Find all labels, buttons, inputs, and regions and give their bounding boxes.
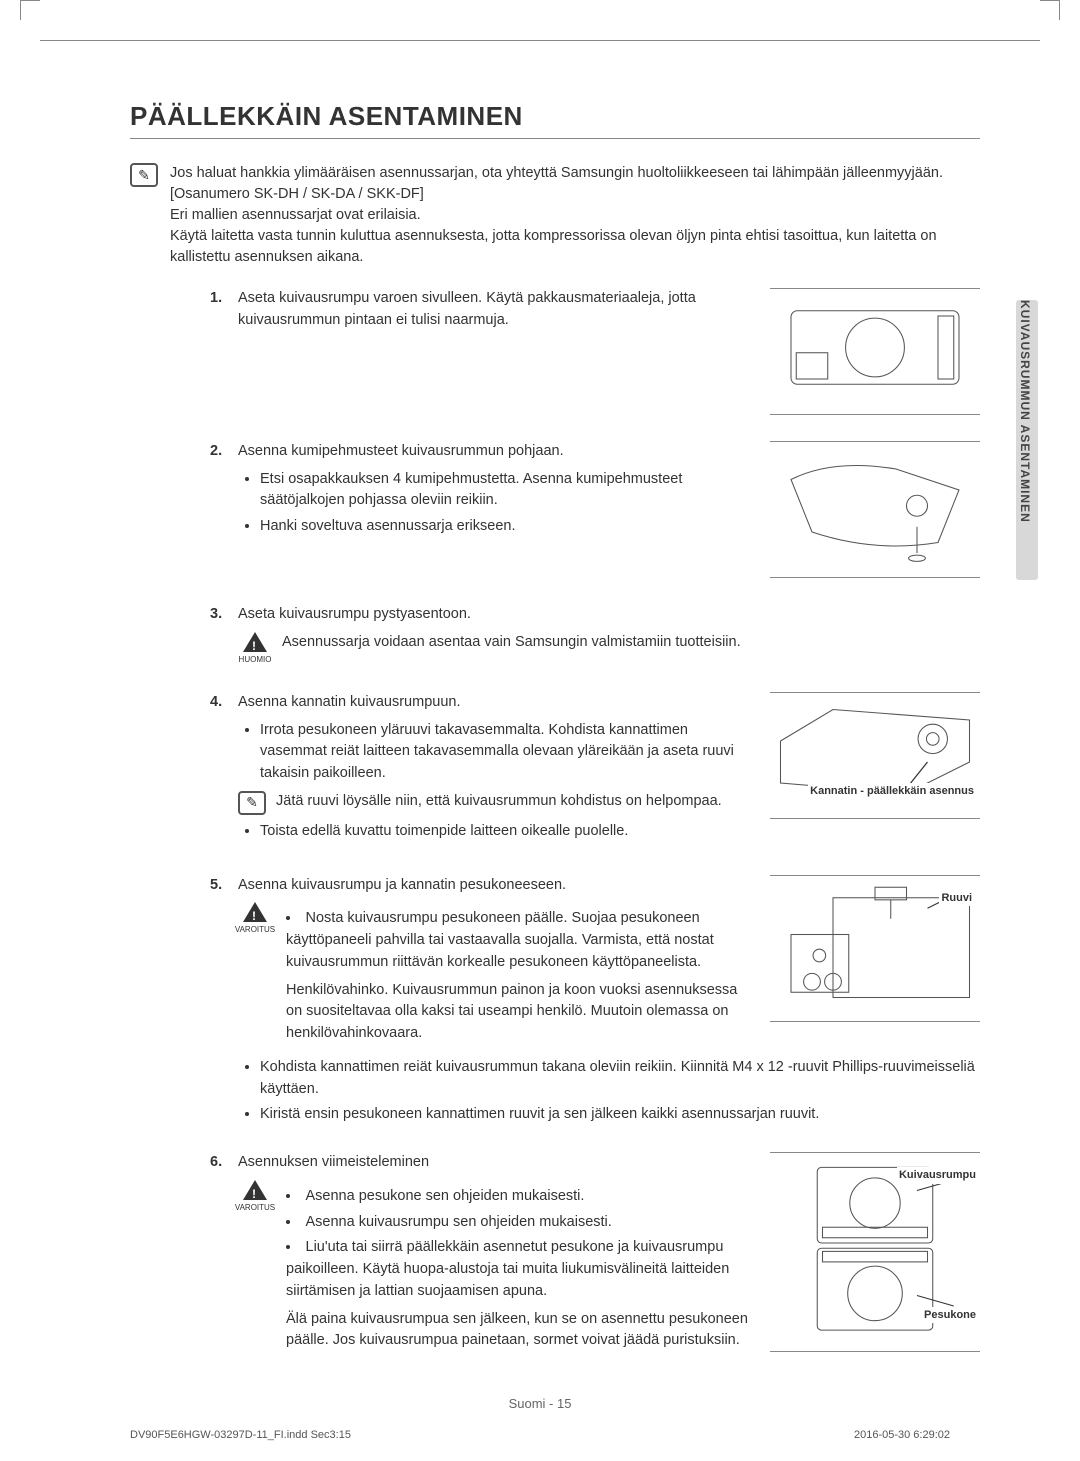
step-4-text: Asenna kannatin kuivausrumpuun. xyxy=(238,694,460,710)
step-2-text: Asenna kumipehmusteet kuivausrummun pohj… xyxy=(238,443,564,459)
step-6-varoitus-bullet-1: Asenna pesukone sen ohjeiden mukaisesti. xyxy=(286,1186,750,1208)
step-1: Aseta kuivausrumpu varoen sivulleen. Käy… xyxy=(210,288,980,415)
varoitus-label: VAROITUS xyxy=(235,924,275,936)
intro-text: Jos haluat hankkia ylimääräisen asennuss… xyxy=(170,163,980,268)
step-4-bullet-1: Irrota pesukoneen yläruuvi takavasemmalt… xyxy=(260,720,750,785)
step-6-varoitus-para: Älä paina kuivausrumpua sen jälkeen, kun… xyxy=(286,1309,750,1353)
note-icon: ✎ xyxy=(130,163,158,187)
step-2-figure xyxy=(770,441,980,578)
rubber-pad-icon xyxy=(770,448,980,564)
step-5-varoitus-bullet: Nosta kuivausrumpu pesukoneen päälle. Su… xyxy=(286,908,750,973)
intro-line-2: Eri mallien asennussarjat ovat erilaisia… xyxy=(170,205,980,226)
step-5: Asenna kuivausrumpu ja kannatin pesukone… xyxy=(210,875,980,1127)
print-datetime: 2016-05-30 6:29:02 xyxy=(854,1429,950,1441)
step-5-varoitus-para: Henkilövahinko. Kuivausrummun painon ja … xyxy=(286,980,750,1045)
page-frame: PÄÄLLEKKÄIN ASENTAMINEN ✎ Jos haluat han… xyxy=(40,40,1040,1421)
step-6-figure: Kuivausrumpu Pesukone xyxy=(770,1152,980,1352)
step-5-text: Asenna kuivausrumpu ja kannatin pesukone… xyxy=(238,877,566,893)
step-5-bullet-1: Kohdista kannattimen reiät kuivausrummun… xyxy=(260,1057,980,1101)
fig-label-bracket: Kannatin - päällekkäin asennus xyxy=(808,783,976,800)
step-1-text: Aseta kuivausrumpu varoen sivulleen. Käy… xyxy=(238,288,750,332)
step-5-bullet-2: Kiristä ensin pesukoneen kannattimen ruu… xyxy=(260,1104,980,1126)
step-6-text: Asennuksen viimeisteleminen xyxy=(238,1154,429,1170)
fig-label-dryer: Kuivausrumpu xyxy=(897,1167,978,1184)
crop-mark-tr xyxy=(1040,0,1060,20)
intro-line-1: Jos haluat hankkia ylimääräisen asennuss… xyxy=(170,163,980,205)
page-title: PÄÄLLEKKÄIN ASENTAMINEN xyxy=(130,101,980,139)
huomio-label: HUOMIO xyxy=(239,654,272,666)
note-icon: ✎ xyxy=(238,791,266,815)
page-footer: Suomi - 15 xyxy=(0,1396,1080,1411)
step-3-text: Aseta kuivausrumpu pystyasentoon. xyxy=(238,606,471,622)
step-3-huomio: Asennussarja voidaan asentaa vain Samsun… xyxy=(282,632,741,654)
fig-label-washer: Pesukone xyxy=(922,1307,978,1324)
warning-icon xyxy=(243,632,267,652)
step-5-figure: Ruuvi xyxy=(770,875,980,1023)
step-6-varoitus-bullet-2: Asenna kuivausrumpu sen ohjeiden mukaise… xyxy=(286,1212,750,1234)
step-4-note: Jätä ruuvi löysälle niin, että kuivausru… xyxy=(276,791,722,813)
step-6: Asennuksen viimeisteleminen VAROITUS Ase… xyxy=(210,1152,980,1358)
steps-list: Aseta kuivausrumpu varoen sivulleen. Käy… xyxy=(210,288,980,1358)
step-2-bullet-1: Etsi osapakkauksen 4 kumipehmustetta. As… xyxy=(260,469,750,513)
step-4-bullet-2: Toista edellä kuvattu toimenpide laittee… xyxy=(260,821,750,843)
fig-label-screw: Ruuvi xyxy=(939,890,974,907)
step-1-figure xyxy=(770,288,980,415)
step-2: Asenna kumipehmusteet kuivausrummun pohj… xyxy=(210,441,980,578)
print-file: DV90F5E6HGW-03297D-11_FI.indd Sec3:15 xyxy=(130,1429,351,1441)
warning-icon xyxy=(243,902,267,922)
step-2-bullet-2: Hanki soveltuva asennussarja erikseen. xyxy=(260,516,750,538)
varoitus-label: VAROITUS xyxy=(235,1202,275,1214)
step-6-varoitus-bullet-3: Liu'uta tai siirrä päällekkäin asennetut… xyxy=(286,1237,750,1302)
step-4: Asenna kannatin kuivausrumpuun. Irrota p… xyxy=(210,692,980,849)
step-4-figure: Kannatin - päällekkäin asennus xyxy=(770,692,980,819)
intro-line-3: Käytä laitetta vasta tunnin kuluttua ase… xyxy=(170,226,980,268)
intro-block: ✎ Jos haluat hankkia ylimääräisen asennu… xyxy=(130,163,980,268)
crop-mark-tl xyxy=(20,0,40,20)
dryer-side-icon xyxy=(770,295,980,400)
step-3: Aseta kuivausrumpu pystyasentoon. HUOMIO… xyxy=(210,604,980,666)
warning-icon xyxy=(243,1180,267,1200)
print-footer: DV90F5E6HGW-03297D-11_FI.indd Sec3:15 20… xyxy=(130,1429,950,1441)
